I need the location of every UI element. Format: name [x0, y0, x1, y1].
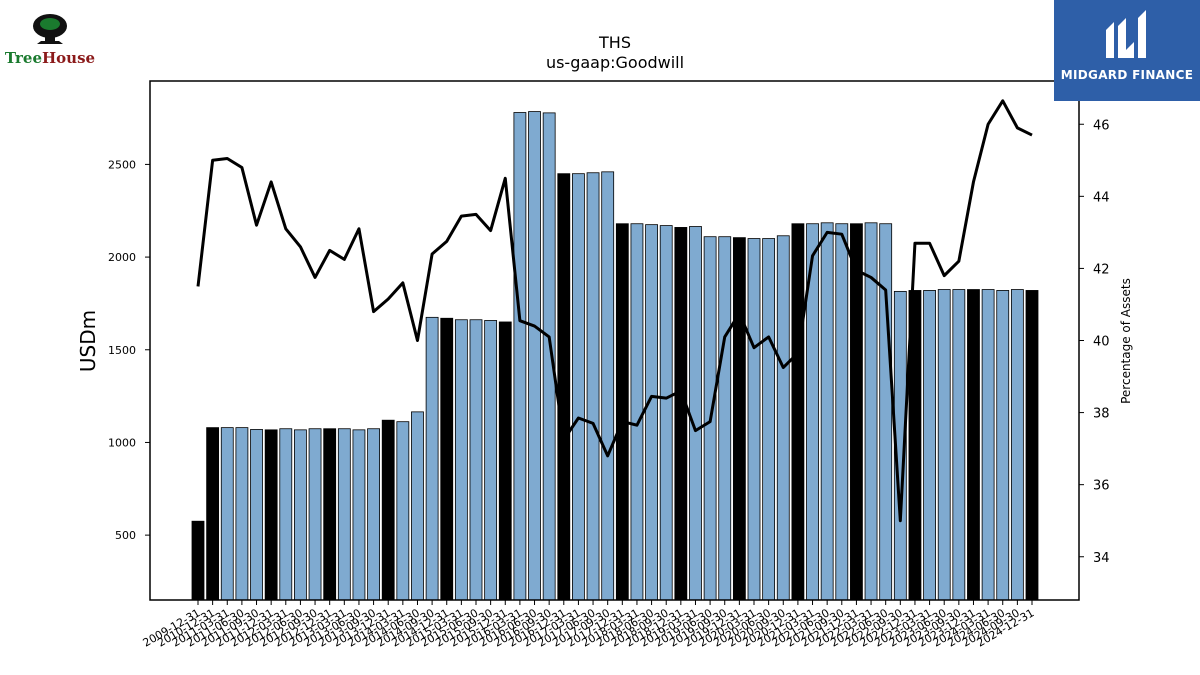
percentage-of-assets-line — [196, 99, 1033, 523]
bar-2023-03-31 — [923, 290, 936, 601]
treehouse-tree-text: Tree — [5, 49, 42, 67]
bar-series — [191, 111, 1039, 601]
bar-2017-03-31 — [572, 173, 585, 601]
y2-axis-label: Percentage of Assets — [1119, 278, 1133, 404]
bar-2018-03-31 — [630, 223, 644, 601]
bar-2014-06-30 — [411, 411, 424, 601]
bar-2012-06-30 — [294, 429, 307, 601]
bar-2017-09-30 — [601, 171, 615, 601]
bar-2023-09-30 — [952, 289, 966, 601]
bar-2015-06-30 — [469, 319, 483, 601]
bar-2024-12-31 — [1025, 290, 1039, 601]
bar-2019-12-31 — [732, 237, 746, 601]
tree-icon: TreeHouse — [5, 14, 95, 67]
bar-2011-03-31 — [220, 427, 234, 601]
bar-2021-12-31 — [850, 223, 863, 601]
midgard-finance-text: MIDGARD FINANCE — [1060, 68, 1194, 82]
bar-2018-06-30 — [645, 224, 658, 601]
bar-2019-09-30 — [718, 236, 732, 601]
bar-2022-06-30 — [879, 223, 893, 601]
bar-2016-12-31 — [557, 173, 571, 601]
bar-2018-09-30 — [659, 225, 673, 601]
y-axis-label: USDm — [76, 310, 100, 372]
bar-2011-06-30 — [235, 427, 249, 601]
bar-2017-06-30 — [586, 172, 600, 601]
y2-tick-label: 42 — [1093, 262, 1110, 277]
chart-subtitle: us-gaap:Goodwill — [546, 53, 684, 72]
bar-2015-03-31 — [454, 319, 468, 601]
bar-2021-06-30 — [820, 222, 834, 601]
bar-2013-09-30 — [367, 428, 380, 601]
bar-2014-12-31 — [440, 317, 454, 601]
bar-2020-09-30 — [776, 235, 790, 601]
bar-2020-12-31 — [791, 223, 805, 601]
bar-2024-06-30 — [996, 290, 1010, 601]
bar-2010-12-31 — [206, 427, 220, 601]
y-tick-label: 1500 — [108, 344, 136, 357]
chart-title: THS — [598, 33, 631, 52]
bar-2013-03-31 — [337, 428, 351, 601]
bar-2021-09-30 — [835, 223, 849, 601]
bar-2016-06-30 — [528, 111, 541, 601]
y-tick-label: 1000 — [108, 436, 136, 449]
bar-2018-12-31 — [674, 227, 688, 601]
svg-text:TreeHouse: TreeHouse — [5, 49, 95, 67]
bar-2020-03-31 — [747, 238, 761, 601]
y-tick-label: 2500 — [108, 158, 136, 171]
bar-2014-09-30 — [425, 316, 439, 601]
y-tick-label: 500 — [115, 529, 136, 542]
y2-tick-label: 34 — [1093, 551, 1110, 566]
bar-2013-12-31 — [381, 419, 395, 601]
bar-2015-09-30 — [484, 320, 498, 601]
right-axis: 34 36 38 40 42 44 46 — [1079, 118, 1110, 566]
bar-2012-09-30 — [308, 428, 322, 601]
y2-tick-label: 38 — [1093, 407, 1110, 422]
bar-2014-03-31 — [396, 421, 410, 601]
y2-tick-label: 40 — [1093, 335, 1110, 350]
bar-2024-09-30 — [1010, 289, 1024, 601]
treehouse-house-text: House — [42, 49, 95, 67]
treehouse-logo: TreeHouse — [4, 4, 96, 72]
bar-2013-06-30 — [352, 429, 366, 601]
line-series — [196, 99, 1033, 523]
bar-2023-06-30 — [937, 289, 951, 601]
y2-tick-label: 46 — [1093, 118, 1110, 133]
bar-2017-12-31 — [615, 223, 629, 601]
bar-2012-12-31 — [323, 428, 337, 601]
y2-tick-label: 44 — [1093, 190, 1110, 205]
y2-tick-label: 36 — [1093, 479, 1110, 494]
bar-2011-09-30 — [250, 429, 263, 601]
y-tick-label: 2000 — [108, 251, 136, 264]
left-axis: 500 1000 1500 2000 2500 — [108, 158, 150, 542]
bar-2024-03-31 — [981, 289, 995, 601]
midgard-finance-logo: MIDGARD FINANCE — [1054, 0, 1200, 101]
bar-2015-12-31 — [498, 321, 512, 601]
midgard-mark-icon — [1106, 10, 1146, 58]
bar-2020-06-30 — [762, 238, 776, 601]
x-axis: 2009-12-312010-12-312011-03-312011-06-30… — [141, 600, 1037, 650]
bar-2012-03-31 — [279, 428, 293, 601]
bar-2016-03-31 — [513, 112, 527, 601]
bar-2011-12-31 — [264, 429, 278, 601]
bar-2023-12-31 — [967, 289, 980, 601]
bar-2019-03-31 — [689, 226, 702, 601]
bar-2009-12-31 — [191, 520, 205, 601]
